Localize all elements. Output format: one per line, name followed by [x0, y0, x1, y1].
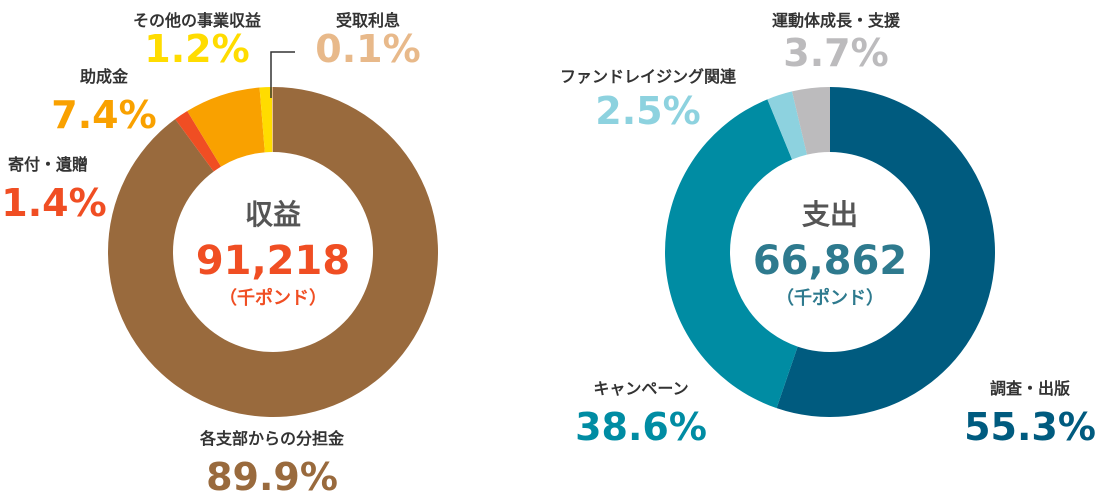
center-title: 支出: [802, 198, 858, 231]
slice-name-2-1: 調査・出版: [990, 379, 1070, 398]
slice-pct-1-1: 89.9%: [206, 455, 338, 499]
slice-1-2: [175, 111, 222, 172]
slice-2-3: [767, 91, 807, 160]
slice-name-1-5: 受取利息: [336, 11, 400, 30]
donut-chart-1: 各支部からの分担金 89.9% 寄付・遺贈 1.4% 助成金 7.4% その他の事業収益1.…: [1, 11, 438, 499]
center-title: 収益: [245, 198, 301, 231]
slice-name-2-4: 運動体成長・支援: [772, 11, 901, 30]
slice-1-1: [108, 87, 438, 417]
slice-1-4: [259, 87, 273, 153]
slice-1-3: [187, 87, 265, 167]
slice-pct-2-2: 38.6%: [575, 405, 707, 449]
center-value: 66,862: [753, 238, 907, 284]
slice-2-1: [776, 87, 995, 417]
center-value: 91,218: [196, 238, 350, 284]
slice-name-1-3: 助成金: [80, 67, 129, 86]
slice-2-4: [792, 87, 830, 155]
slice-pct-1-5: 0.1%: [315, 27, 420, 71]
slice-name-1-1: 各支部からの分担金: [199, 429, 345, 448]
slice-pct-2-1: 55.3%: [964, 405, 1096, 449]
slice-pct-1-4: 1.2%: [144, 27, 249, 71]
slice-pct-2-4: 3.7%: [783, 31, 888, 75]
center-unit: （千ポンド）: [219, 287, 327, 309]
slice-pct-1-2: 1.4%: [1, 181, 106, 225]
slice-pct-1-3: 7.4%: [51, 93, 156, 137]
slice-name-2-3: ファンドレイジング関連: [560, 67, 737, 86]
slice-name-2-2: キャンペーン: [593, 379, 688, 398]
slice-name-1-2: 寄付・遺贈: [8, 155, 88, 174]
slice-2-2: [665, 99, 798, 409]
slice-name-1-4: その他の事業収益: [133, 11, 261, 30]
leader-line: [270, 51, 295, 98]
slice-pct-2-3: 2.5%: [595, 89, 700, 133]
donut-chart-2: 調査・出版 55.3% キャンペーン 38.6% ファンドレイジング関連 2.5% 運動体成…: [560, 11, 1096, 449]
center-unit: （千ポンド）: [776, 287, 884, 309]
slice-1-5: [271, 87, 273, 153]
